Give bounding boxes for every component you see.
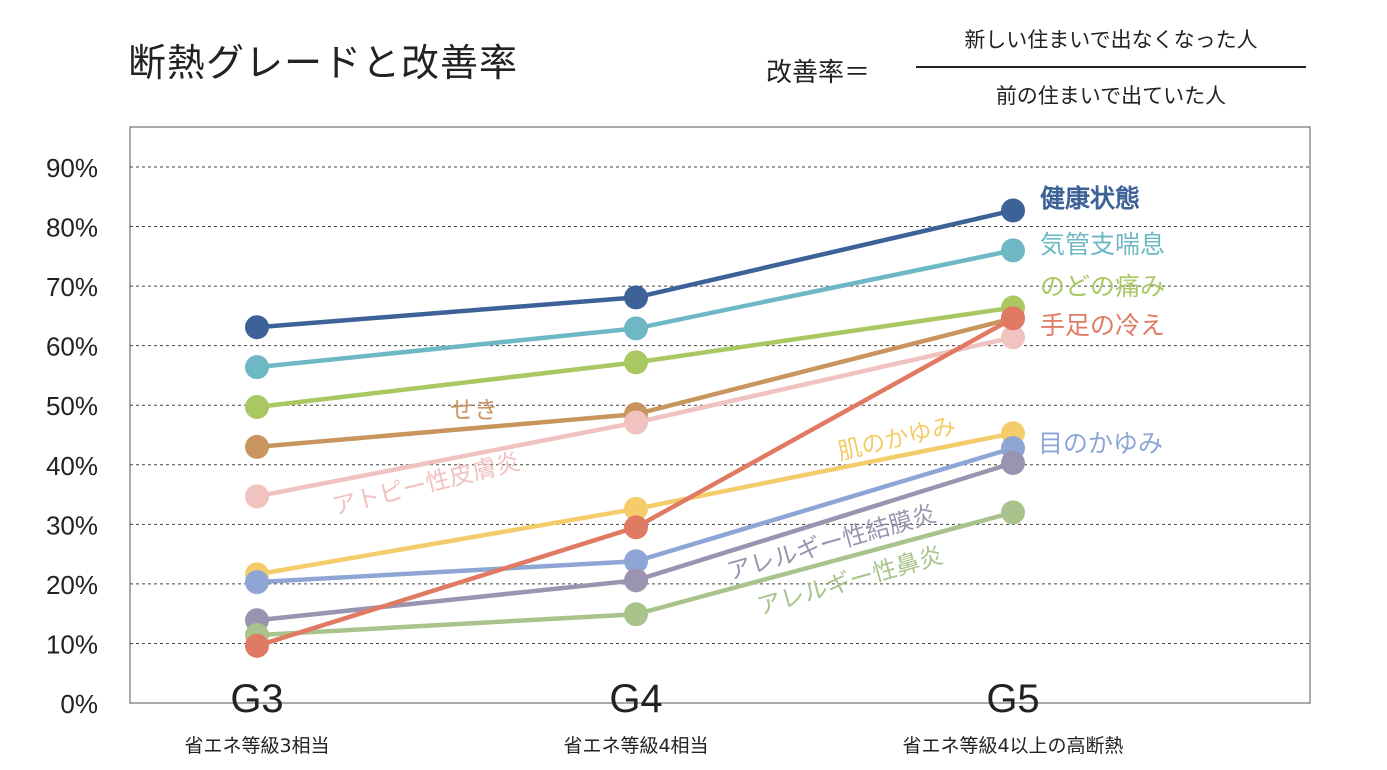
series-label: 目のかゆみ	[1038, 429, 1163, 458]
formula-denominator: 前の住まいで出ていた人	[995, 84, 1227, 108]
x-category-sublabel: 省エネ等級4相当	[563, 735, 708, 757]
data-point	[624, 496, 648, 521]
formula-numerator: 新しい住まいで出なくなった人	[964, 28, 1258, 52]
y-tick-label: 70%	[46, 272, 98, 302]
data-point	[1001, 325, 1025, 350]
data-point	[245, 484, 269, 509]
series-label: 健康状態	[1040, 184, 1140, 213]
data-point	[1001, 500, 1025, 525]
y-tick-label: 30%	[46, 510, 98, 540]
y-tick-label: 0%	[60, 689, 98, 719]
y-tick-label: 50%	[46, 391, 98, 421]
y-tick-label: 20%	[46, 570, 98, 600]
formula-fraction-bar	[916, 66, 1306, 68]
improvement-rate-formula: 改善率＝ 新しい住まいで出なくなった人 前の住まいで出ていた人	[766, 22, 1326, 122]
x-category-sublabel: 省エネ等級3相当	[184, 735, 329, 757]
data-point	[624, 350, 648, 375]
y-tick-label: 40%	[46, 451, 98, 481]
y-tick-label: 90%	[46, 153, 98, 183]
data-point	[624, 549, 648, 574]
data-point	[245, 355, 269, 380]
data-point	[245, 633, 269, 658]
data-point	[1001, 198, 1025, 223]
y-tick-label: 10%	[46, 629, 98, 659]
data-point	[245, 434, 269, 459]
data-point	[624, 515, 648, 540]
x-category-label: G3	[230, 677, 283, 721]
data-point	[624, 285, 648, 310]
y-tick-label: 60%	[46, 332, 98, 362]
data-point	[624, 602, 648, 627]
data-point	[245, 570, 269, 595]
series-label: アトピー性皮膚炎	[330, 447, 523, 521]
data-point	[1001, 450, 1025, 475]
formula-lhs: 改善率＝	[766, 58, 871, 88]
data-point	[624, 316, 648, 341]
series-label: 気管支喘息	[1040, 230, 1165, 259]
plot-frame	[129, 126, 1311, 704]
x-category-label: G4	[609, 677, 662, 721]
data-point	[1001, 238, 1025, 263]
series-label: 手足の冷え	[1040, 311, 1165, 340]
data-point	[1001, 306, 1025, 331]
series-label: のどの痛み	[1040, 272, 1165, 301]
data-point	[245, 395, 269, 420]
series-label: せき	[450, 396, 498, 424]
series-line	[256, 208, 1014, 330]
chart-title: 断熱グレードと改善率	[128, 41, 519, 85]
data-point	[624, 410, 648, 435]
x-category-label: G5	[986, 677, 1039, 721]
data-point	[245, 315, 269, 340]
data-point	[624, 568, 648, 593]
x-category-sublabel: 省エネ等級4以上の高断熱	[902, 735, 1123, 757]
y-tick-label: 80%	[46, 213, 98, 243]
